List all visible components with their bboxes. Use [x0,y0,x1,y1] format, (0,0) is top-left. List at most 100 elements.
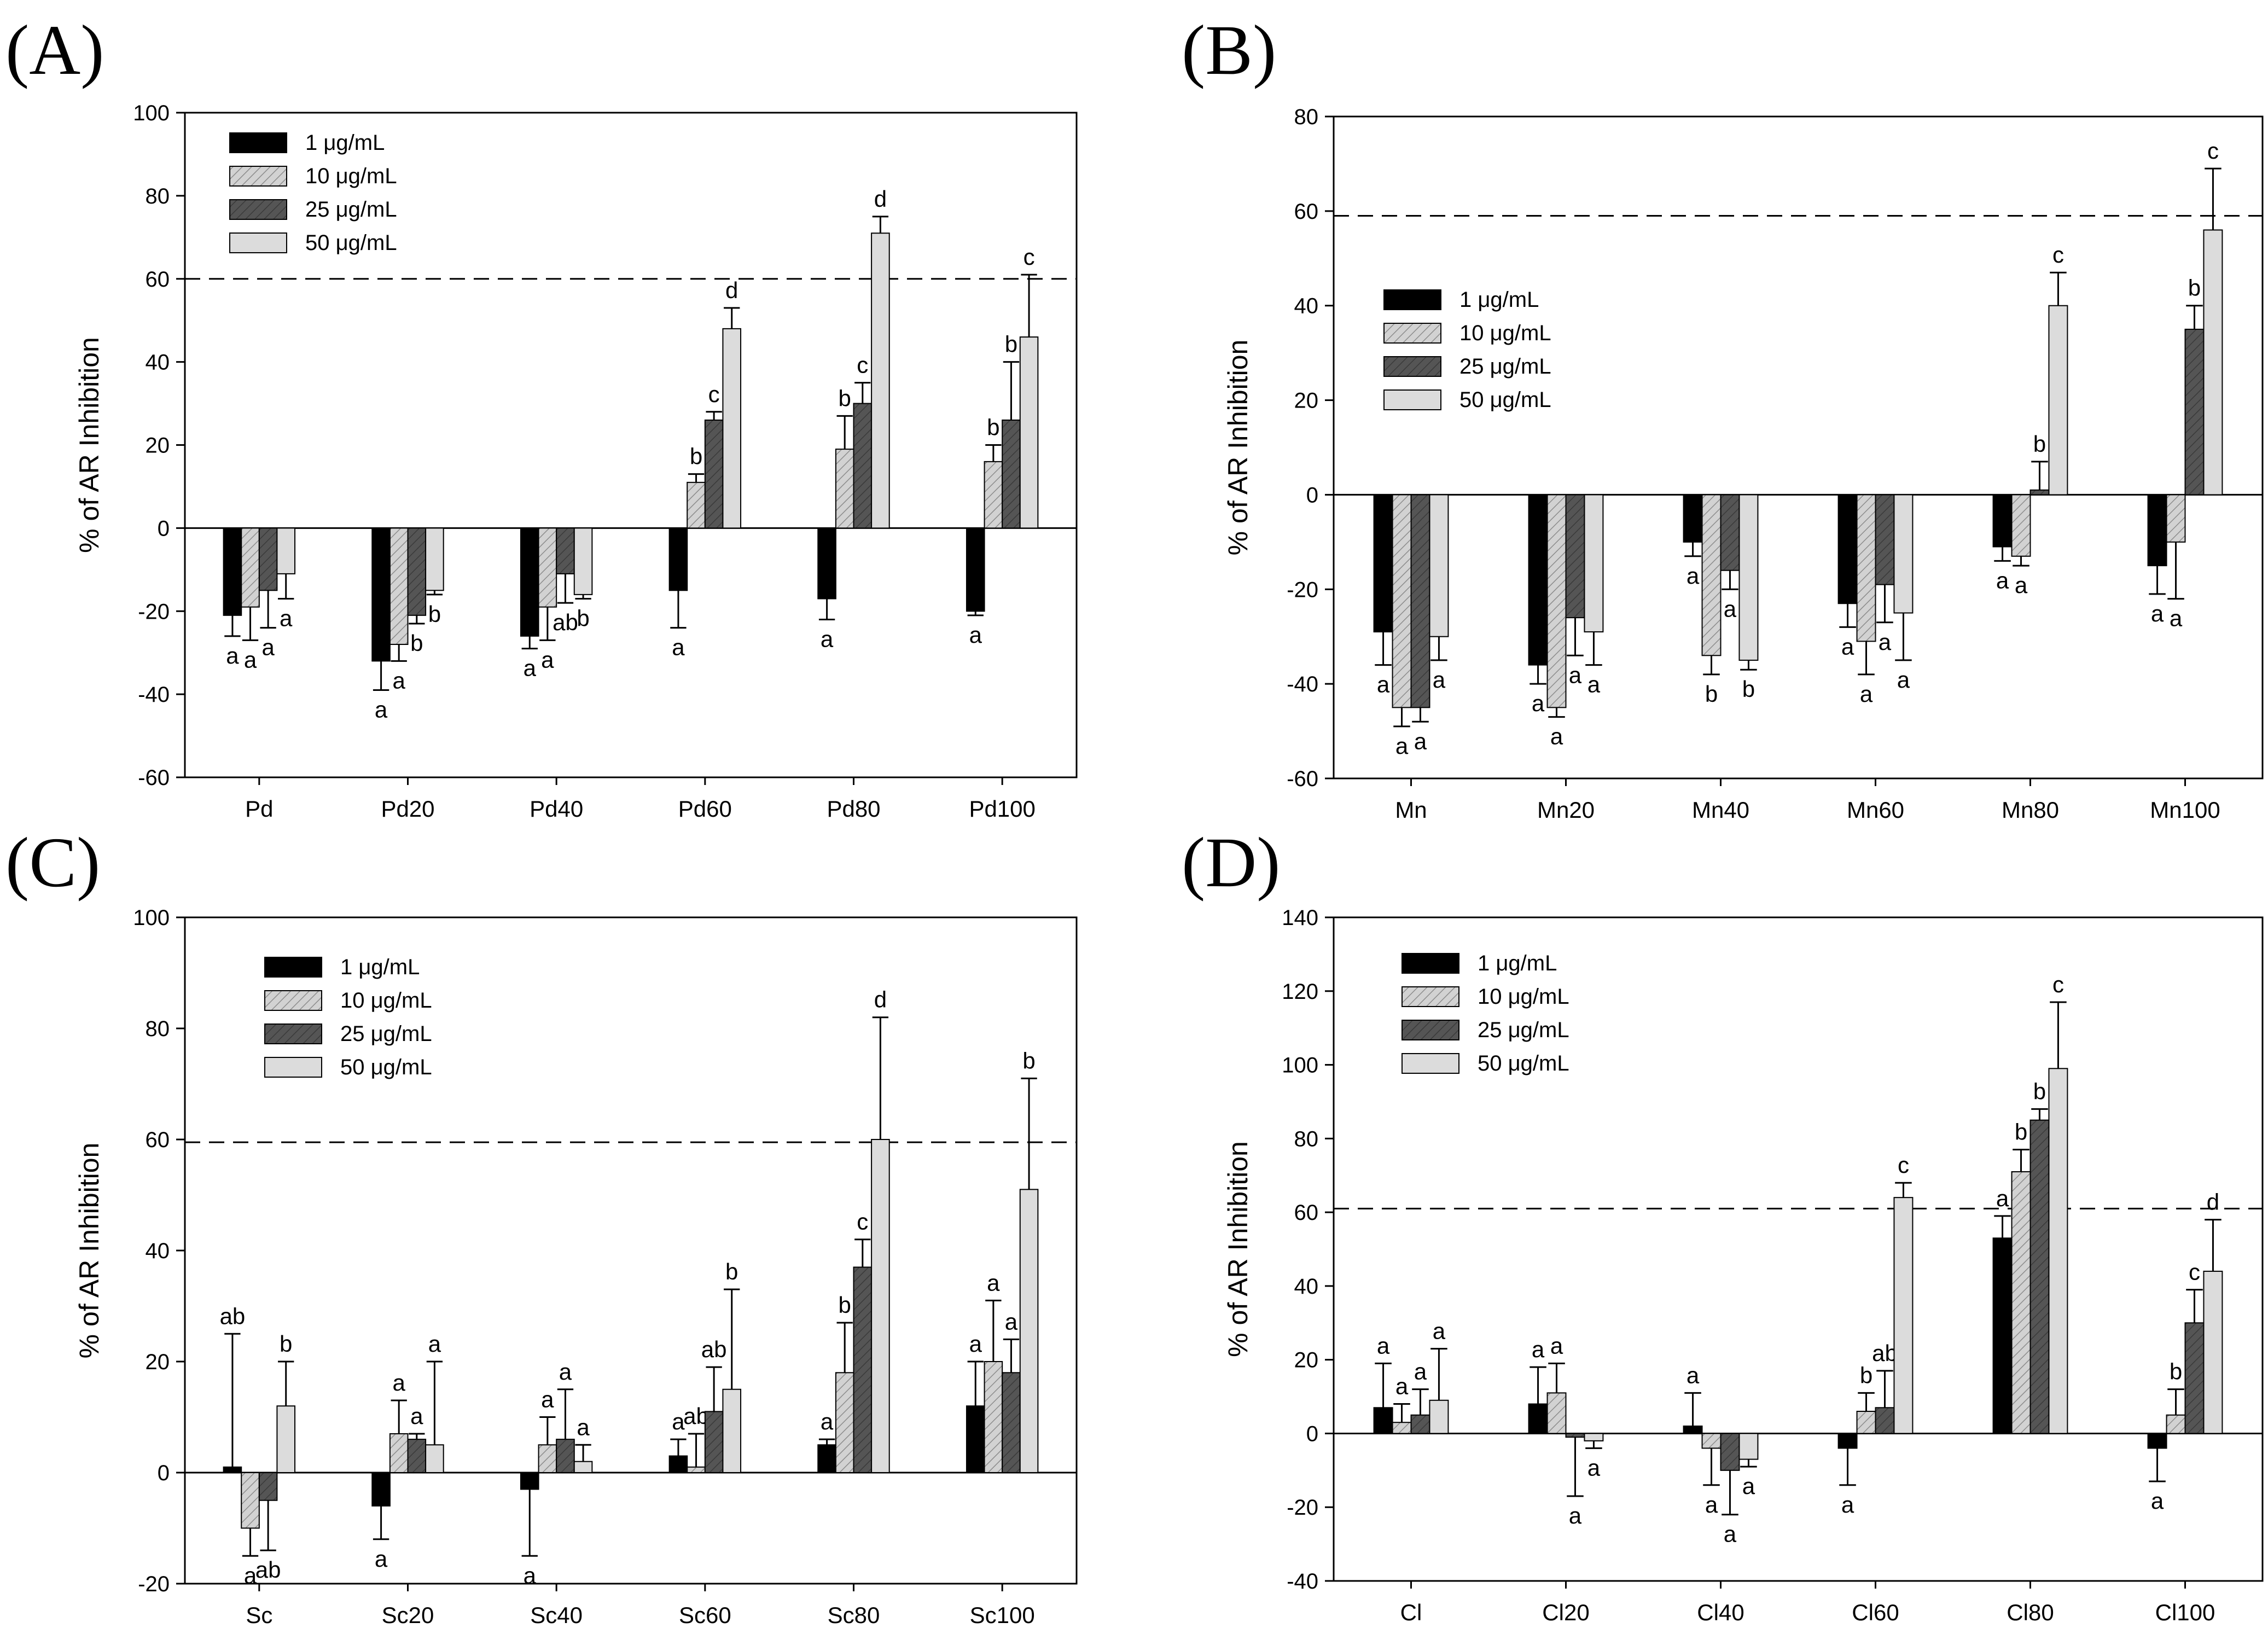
panel-d-bar-10ug [2011,1171,2031,1434]
panel-d-significance-letter: a [1687,1362,1700,1388]
panel-d-ytick-label: 20 [1294,1348,1319,1373]
panel-d-bar-1ug [2147,1433,2167,1449]
panel-b-category-label: Mn80 [2002,797,2059,823]
panel-d-significance-letter: a [1377,1333,1390,1358]
panel-c-significance-letter: a [821,1409,834,1434]
panel-a-significance-letter: b [410,630,423,656]
panel-b-bar-1ug [2147,494,2167,567]
panel-a-ytick-label: 80 [146,184,170,208]
panel-c-bar-10ug [389,1433,409,1473]
panel-d-significance-letter: a [2151,1488,2164,1514]
panel-a-bar-25ug [704,419,724,529]
panel-b-bar-50ug [1893,494,1914,614]
panel-c-bar-25ug [556,1439,575,1474]
panel-a-bar-25ug [556,527,575,574]
panel-b-significance-letter: a [2170,606,2183,631]
panel-a-bar-1ug [520,527,539,637]
panel-d-significance-letter: a [1841,1492,1854,1517]
panel-d-ytick-label: 60 [1294,1201,1319,1225]
panel-b-ytick-label: -60 [1287,767,1318,791]
panel-a-significance-letter: b [428,601,441,627]
panel-b-significance-letter: b [2033,431,2046,457]
panel-a-category-label: Pd100 [969,796,1035,822]
panel-b-significance-letter: a [1860,681,1873,707]
panel-d-bar-25ug [2029,1119,2050,1434]
panel-a-ytick-label: 20 [146,434,170,458]
panel-a-y-axis-title: % of AR Inhibition [74,337,104,553]
panel-a-significance-letter: a [375,697,388,723]
panel-a-significance-letter: a [821,626,834,652]
panel-c-bar-1ug [520,1472,539,1490]
panel-b-significance-letter: a [1996,567,2009,593]
panel-d-ytick-label: 100 [1282,1054,1318,1078]
panel-d-bar-1ug [1373,1407,1393,1434]
panel-c-bar-10ug [984,1361,1003,1473]
panel-a-significance-letter: a [969,622,982,648]
panel-c-significance-letter: ab [701,1336,727,1362]
panel-d-bar-1ug [1837,1433,1858,1449]
panel-a-bar-50ug [276,527,296,574]
panel-c-category-label: Sc80 [828,1602,880,1628]
panel-d-bar-1ug [1683,1425,1703,1434]
panel-c-significance-letter: a [559,1359,572,1385]
panel-c-legend-label-50ug: 50 μg/mL [340,1055,432,1079]
panel-c-bar-25ug [704,1411,724,1474]
panel-c-bar-1ug [817,1444,836,1473]
panel-a-significance-letter: b [1005,332,1017,357]
panel-a-bar-1ug [223,527,242,616]
panel-b-plot-frame [1333,115,2264,780]
panel-d-significance-letter: a [1550,1333,1563,1358]
panel-d-bar-10ug [1856,1411,1876,1434]
panel-d-legend-swatch-1ug [1401,953,1459,974]
panel-c-significance-letter: a [672,1409,685,1434]
panel-d-significance-letter: b [1860,1362,1872,1388]
panel-b-significance-letter: c [2207,138,2219,164]
panel-b-significance-letter: c [2052,242,2064,267]
panel-b-significance-letter: a [1377,672,1390,697]
panel-b-ytick-label: 60 [1294,200,1319,224]
panel-b-ytick-label: 20 [1294,389,1319,413]
panel-c-legend-label-1ug: 1 μg/mL [340,955,420,979]
panel-a-significance-letter: a [261,635,275,660]
panel-d-legend-label-50ug: 50 μg/mL [1478,1051,1569,1075]
panel-d-significance-letter: a [1587,1455,1601,1480]
panel-a-significance-letter: d [725,277,738,303]
panel-b-bar-50ug [2203,229,2223,496]
panel-a-bar-1ug [817,527,836,600]
panel-c-significance-letter: a [375,1546,388,1572]
panel-b-significance-letter: b [2188,275,2201,301]
panel-a-ytick-label: -60 [138,766,170,790]
panel-d-significance-letter: c [1898,1152,1909,1178]
panel-b-significance-letter: a [1687,563,1700,589]
panel-b: (B) -60 -40 -20 0 20 40 60 80 % of AR Inhibition M… [1182,11,2264,823]
panel-d-bar-10ug [1392,1422,1412,1434]
panel-b-legend: 1 μg/mL 10 μg/mL 25 μg/mL 50 μg/mL [1383,288,1551,412]
panel-b-bar-1ug [1837,494,1858,604]
panel-a-bar-1ug [371,527,391,662]
panel-a: (A) -60 -40 -20 0 20 40 60 80 100 % of AR Inhibiti… [5,11,1078,822]
panel-d-bar-1ug [1528,1403,1548,1434]
panel-c-legend-label-10ug: 10 μg/mL [340,988,432,1013]
panel-a-bar-1ug [668,527,688,591]
panel-d-category-label: Cl20 [1542,1600,1589,1625]
panel-b-legend-label-10ug: 10 μg/mL [1459,321,1551,345]
panel-c-bar-25ug [407,1439,427,1474]
panel-b-category-label: Mn [1395,797,1427,823]
panel-c-legend-swatch-1ug [264,957,322,978]
panel-d-significance-letter: a [1705,1492,1718,1517]
panel-a-label: (A) [5,11,104,90]
panel-a-ytick-label: 40 [146,351,170,375]
panel-d-significance-letter: a [1433,1318,1446,1344]
panel-a-significance-letter: a [393,667,406,693]
panel-d-bar-50ug [1429,1399,1449,1434]
panel-c-significance-letter: a [524,1562,537,1588]
panel-c-significance-letter: a [987,1270,1000,1295]
panel-c-bar-1ug [223,1466,242,1474]
panel-c-significance-letter: a [428,1331,441,1357]
panel-d-bar-10ug [2166,1414,2186,1434]
panel-a-legend-swatch-50ug [229,232,287,253]
panel-a-ytick-label: -40 [138,683,170,707]
panel-b-bar-25ug [2184,328,2205,496]
panel-d-significance-letter: a [1742,1473,1755,1499]
